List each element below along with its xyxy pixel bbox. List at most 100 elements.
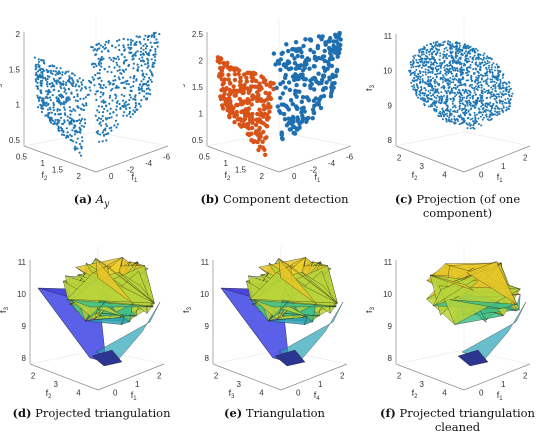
scatter-point bbox=[461, 71, 464, 74]
scatter-point bbox=[451, 62, 454, 64]
scatter-point bbox=[469, 64, 472, 66]
scatter-point bbox=[144, 97, 147, 100]
plot-d: 111098234012f3f2f1 bbox=[0, 246, 165, 400]
scatter-point bbox=[425, 100, 428, 103]
blue-point bbox=[299, 119, 305, 124]
scatter-point bbox=[452, 97, 455, 100]
scatter-point bbox=[42, 59, 45, 62]
scatter-point bbox=[488, 68, 491, 71]
scatter-point bbox=[91, 76, 94, 79]
scatter-point bbox=[419, 75, 422, 78]
scatter-point bbox=[115, 84, 118, 88]
scatter-point bbox=[494, 85, 497, 88]
scatter-point bbox=[420, 89, 423, 92]
scatter-point bbox=[71, 84, 74, 88]
blue-point bbox=[321, 74, 326, 79]
y-tick-label: 2 bbox=[340, 371, 345, 380]
scatter-point bbox=[465, 79, 468, 82]
z-tick-label: 9 bbox=[388, 322, 393, 331]
scatter-point bbox=[449, 45, 452, 48]
scatter-point bbox=[462, 45, 465, 48]
scatter-point bbox=[467, 79, 470, 82]
scatter-point bbox=[58, 77, 61, 80]
scatter-point bbox=[431, 52, 434, 55]
scatter-point bbox=[481, 58, 484, 61]
blue-point bbox=[300, 95, 306, 100]
y-tick-label: 2 bbox=[523, 371, 528, 380]
orange-point bbox=[227, 113, 232, 119]
blue-point bbox=[284, 42, 289, 47]
y-axis-label-text: f1 bbox=[131, 390, 138, 400]
y-tick-label: 0 bbox=[109, 172, 114, 181]
scatter-point bbox=[143, 38, 146, 41]
orange-point bbox=[256, 128, 261, 133]
scatter-point bbox=[473, 89, 476, 92]
x-axis-label-sub: 2 bbox=[227, 176, 231, 182]
scatter-point bbox=[110, 58, 113, 61]
scatter-point bbox=[453, 104, 456, 107]
blue-point bbox=[337, 43, 342, 48]
orange-point bbox=[263, 152, 268, 157]
blue-point bbox=[278, 110, 283, 116]
scatter-point bbox=[71, 72, 74, 75]
scatter-point bbox=[471, 117, 474, 120]
scatter-point bbox=[488, 64, 491, 67]
scatter-point bbox=[112, 82, 115, 86]
orange-point bbox=[260, 139, 265, 144]
orange-point bbox=[233, 89, 238, 94]
scatter-point bbox=[429, 92, 432, 94]
scatter-point bbox=[411, 79, 414, 82]
scatter-point bbox=[501, 102, 504, 105]
scatter-point bbox=[94, 73, 97, 77]
x-tick-label: 1 bbox=[41, 159, 46, 168]
scatter-point bbox=[468, 103, 471, 106]
scatter-point bbox=[498, 95, 501, 98]
scatter-point bbox=[79, 131, 82, 134]
scatter-point bbox=[79, 107, 82, 110]
scatter-point bbox=[491, 80, 494, 83]
scatter-point bbox=[459, 79, 462, 82]
scatter-point bbox=[448, 68, 451, 71]
scatter-point bbox=[126, 103, 129, 106]
scatter-point bbox=[100, 105, 104, 108]
scatter-point bbox=[456, 55, 459, 57]
scatter-point bbox=[494, 113, 497, 116]
blue-point bbox=[303, 116, 309, 122]
scatter-point bbox=[473, 91, 476, 94]
scatter-point bbox=[419, 60, 422, 63]
scatter-point bbox=[63, 103, 66, 106]
y-axis-label: f1 bbox=[314, 172, 321, 184]
scatter-point bbox=[509, 87, 512, 90]
scatter-point bbox=[460, 52, 463, 55]
z-tick-label: 1.5 bbox=[192, 83, 204, 92]
mesh-triangle bbox=[95, 312, 137, 317]
scatter-point bbox=[70, 135, 73, 138]
axes-frame: 2.521.510.50.511.520-2-4-6f3f2f1 bbox=[183, 18, 354, 184]
scatter-point bbox=[101, 87, 104, 90]
scatter-point bbox=[57, 70, 60, 73]
scatter-point bbox=[65, 81, 68, 84]
mesh-bottom bbox=[457, 349, 489, 367]
scatter-point bbox=[451, 57, 454, 60]
scatter-point bbox=[444, 102, 447, 105]
orange-point bbox=[255, 97, 260, 103]
scatter-point bbox=[74, 85, 77, 88]
scatter-point bbox=[453, 115, 456, 118]
scatter-point bbox=[102, 133, 106, 137]
scatter-point bbox=[91, 62, 94, 65]
blue-point bbox=[308, 83, 313, 88]
orange-point bbox=[258, 97, 264, 102]
panel-a: 21.510.50.511.520-2-4-6f3f2f1 bbox=[0, 0, 183, 185]
scatter-point bbox=[107, 49, 110, 52]
scatter-point bbox=[117, 44, 120, 47]
scatter-point bbox=[508, 90, 511, 93]
scatter-point bbox=[448, 70, 451, 73]
scatter-point bbox=[51, 72, 54, 75]
scatter-point bbox=[76, 119, 79, 122]
scatter-point bbox=[441, 77, 444, 79]
blue-point bbox=[278, 67, 283, 73]
caption-f: (f) Projected triangulation cleaned bbox=[380, 406, 535, 434]
scatter-point bbox=[134, 51, 137, 54]
scatter-point bbox=[134, 101, 137, 105]
scatter-point bbox=[142, 72, 145, 75]
